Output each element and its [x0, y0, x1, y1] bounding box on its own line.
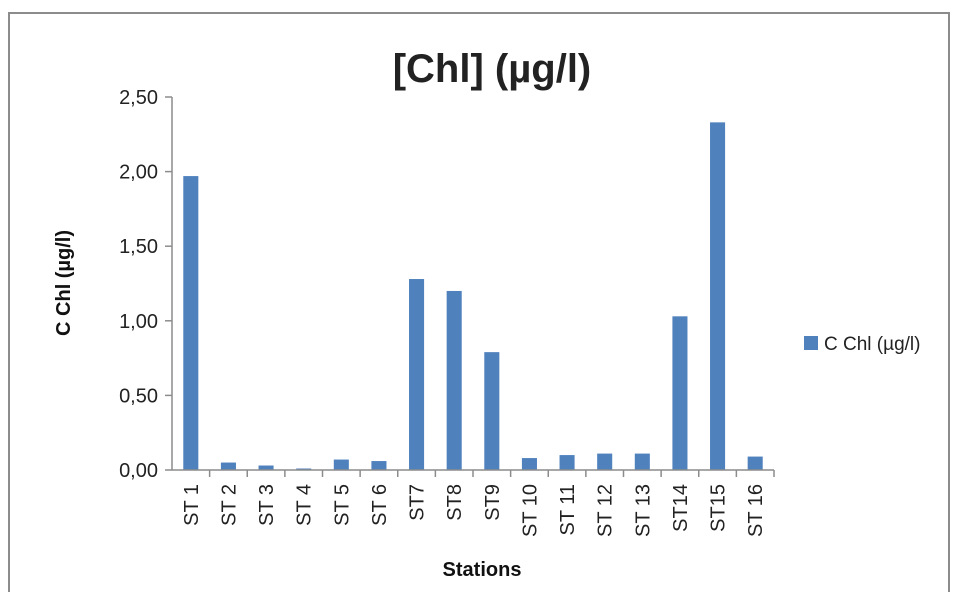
x-tick-label: ST 12: [595, 484, 617, 537]
bar: [634, 453, 650, 470]
x-tick-label: ST7: [407, 484, 429, 521]
y-axis-ticks: 0,00 0,50 1,00 1,50 2,00 2,50: [119, 87, 172, 482]
x-tick-label: ST 10: [519, 484, 541, 537]
legend-label: C Chl (µg/l): [824, 334, 920, 355]
bar: [446, 290, 462, 470]
bar: [409, 279, 425, 470]
bar: [747, 456, 763, 470]
bar: [597, 453, 613, 470]
x-tick-label: ST 13: [632, 484, 654, 537]
x-tick-label: ST 5: [331, 484, 353, 526]
chart-title: [Chl] (µg/l): [393, 47, 592, 91]
x-tick-label: ST 11: [557, 484, 579, 536]
y-tick-label: 2,00: [119, 162, 158, 184]
y-tick-label: 1,50: [119, 236, 158, 258]
y-tick-label: 0,50: [119, 385, 158, 407]
chl-bar-chart: [Chl] (µg/l) C Chl (µg/l) Stations 0,000…: [53, 47, 920, 580]
y-axis-title: C Chl (µg/l): [53, 230, 75, 336]
bar: [371, 461, 387, 470]
bar: [333, 459, 349, 470]
x-tick-label: ST 3: [256, 484, 278, 526]
x-axis-title: Stations: [443, 559, 522, 580]
x-tick-label: ST14: [670, 484, 692, 532]
x-tick-label: ST 16: [745, 484, 767, 537]
bar: [710, 122, 726, 470]
axes: [171, 97, 774, 471]
bar: [521, 458, 537, 470]
chart-frame: [8, 12, 950, 592]
bar: [559, 455, 575, 470]
x-tick-label: ST15: [708, 484, 730, 532]
bar: [672, 316, 688, 470]
x-tick-label: ST9: [482, 484, 504, 521]
bar: [220, 462, 236, 470]
bar: [258, 465, 274, 470]
bars: [183, 122, 763, 471]
y-tick-label: 0,00: [119, 460, 158, 482]
y-tick-label: 1,00: [119, 311, 158, 333]
legend-swatch: [804, 336, 818, 350]
x-tick-label: ST 1: [181, 484, 203, 526]
x-tick-label: ST 4: [294, 484, 316, 526]
bar: [183, 176, 199, 471]
legend: C Chl (µg/l): [804, 334, 920, 355]
x-tick-label: ST 6: [369, 484, 391, 526]
x-tick-label: ST8: [444, 484, 466, 521]
bar: [484, 352, 500, 470]
x-axis-ticks: ST 1 ST 2 ST 3 ST 4 ST 5 ST 6 ST7 ST8 ST9 ST 10 ST…: [181, 470, 775, 537]
y-tick-label: 2,50: [119, 87, 158, 109]
x-tick-label: ST 2: [218, 484, 240, 526]
